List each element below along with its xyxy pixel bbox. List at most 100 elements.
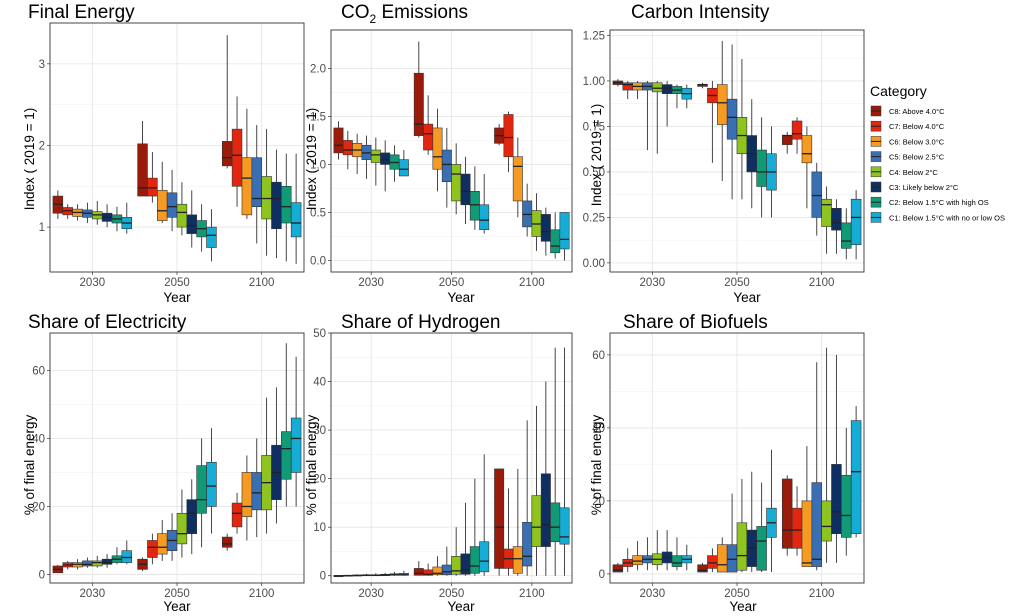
box-2030-c1: [681, 84, 693, 109]
box-body: [231, 502, 243, 528]
box-body: [632, 555, 643, 566]
y-tick-label: 40: [592, 423, 605, 435]
legend-item: C3: Likely below 2°C: [870, 181, 959, 193]
box-body: [281, 185, 292, 224]
box-body: [756, 149, 767, 187]
box-2100-c8: [221, 533, 233, 551]
box-body: [451, 164, 462, 202]
box-body: [460, 553, 471, 575]
x-tick-label: 2030: [640, 588, 666, 600]
box-2030-c3: [661, 530, 673, 571]
x-tick-label: 2100: [809, 588, 835, 600]
y-tick-label: 60: [32, 365, 45, 377]
box-2030-c3: [380, 140, 391, 192]
box-2030-c5: [82, 202, 93, 224]
y-tick-label: 50: [313, 328, 326, 340]
legend-item: C1: Below 1.5°C with no or low OS: [870, 212, 1005, 223]
plot-border: [609, 29, 865, 273]
box-body: [811, 171, 822, 218]
box-body: [206, 461, 217, 507]
plot-border: [330, 332, 573, 584]
box-body: [261, 176, 272, 220]
box-2050-c3: [746, 99, 757, 209]
box-2050-c2: [196, 438, 207, 548]
box-body: [612, 564, 624, 573]
box-body: [432, 127, 443, 170]
box-body: [821, 500, 832, 542]
legend-label: C8: Above 4.0°C: [889, 107, 945, 116]
box-2100-c1: [559, 347, 570, 576]
box-body: [726, 544, 738, 573]
box-body: [413, 568, 424, 576]
box-body: [251, 472, 262, 511]
box-body: [831, 464, 842, 535]
box-body: [370, 149, 381, 163]
box-body: [726, 98, 738, 140]
box-2100-c5: [251, 125, 262, 244]
box-2030-c8: [612, 562, 624, 573]
box-2030-c4: [370, 137, 381, 186]
box-body: [671, 555, 683, 567]
box-body: [559, 507, 570, 545]
box-body: [451, 556, 462, 575]
box-body: [522, 522, 533, 567]
box-2050-c2: [756, 482, 767, 573]
box-body: [333, 127, 344, 154]
panel-carbon-intensity: Carbon Intensity 0.00 0.25 0.50 0.75 1.00 1.2…: [583, 2, 865, 305]
x-tick-label: 2050: [439, 588, 465, 600]
box-body: [661, 84, 673, 94]
plot-border: [49, 332, 305, 584]
box-body: [441, 564, 452, 576]
y-tick-label: 0.25: [583, 212, 605, 224]
legend-item: C2: Below 1.5°C with high OS: [870, 196, 989, 208]
panel-title: CO2 Emissions: [341, 2, 468, 26]
plot-border: [330, 29, 573, 273]
box-2100-c6: [801, 126, 813, 209]
y-tick-label: 1.25: [583, 30, 605, 42]
box-2050-c8: [413, 41, 424, 138]
box-body: [550, 502, 561, 543]
box-2100-c7: [503, 111, 514, 173]
box-body: [166, 192, 178, 218]
x-tick-label: 2100: [249, 588, 275, 600]
y-tick-label: 0.00: [583, 258, 605, 270]
y-axis-title: % of final energy: [589, 414, 604, 515]
box-body: [271, 181, 282, 230]
box-body: [821, 198, 832, 227]
box-body: [231, 128, 243, 187]
title-suffix: Emissions: [376, 2, 468, 23]
box-body: [512, 546, 523, 574]
y-tick-label: 60: [592, 350, 605, 362]
box-2030-c7: [622, 548, 633, 573]
box-2050-c5: [441, 127, 452, 208]
x-tick-label: 2100: [519, 277, 545, 289]
box-body: [221, 536, 233, 548]
box-2030-c2: [671, 84, 683, 109]
box-2030-c7: [342, 574, 353, 577]
legend-title: Category: [870, 83, 927, 99]
box-2030-c5: [361, 135, 372, 179]
box-body: [652, 82, 663, 93]
box-body: [850, 198, 862, 246]
title-subscript: 2: [370, 12, 377, 26]
panel-share-of-electricity: Share of Electricity 0 20 40 60 2030 2050 2100…: [22, 312, 305, 614]
box-2030-c1: [398, 570, 409, 576]
box-2050-c4: [451, 527, 462, 576]
box-body: [756, 526, 767, 571]
box-2100-c8: [221, 35, 233, 169]
box-body: [697, 564, 708, 573]
box-body: [398, 159, 409, 177]
y-tick-label: 0: [599, 569, 605, 581]
y-tick-label: 0: [320, 571, 326, 583]
legend: Category C8: Above 4.0°C C7: Below 4.0°C C…: [870, 83, 1005, 223]
box-2050-c6: [717, 40, 728, 182]
box-body: [531, 495, 542, 547]
box-body: [290, 417, 302, 473]
box-body: [850, 420, 862, 535]
box-2050-c1: [766, 126, 777, 218]
y-tick-label: 40: [313, 377, 326, 389]
box-2050-c1: [206, 428, 217, 534]
box-body: [707, 555, 718, 569]
box-body: [157, 190, 168, 221]
